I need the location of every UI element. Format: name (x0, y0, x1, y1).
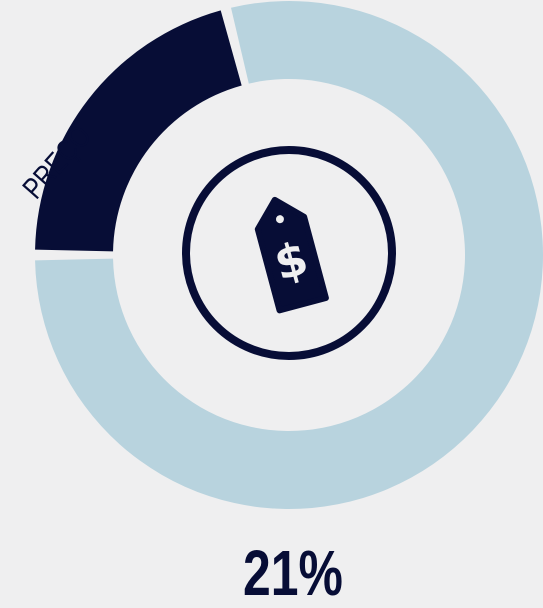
donut-segment (35, 1, 543, 510)
value-label: 21% (243, 538, 343, 608)
price-tag: $ (254, 196, 329, 314)
donut-segment (35, 10, 242, 252)
price-icon: $ (182, 146, 396, 360)
icon-ring (182, 146, 396, 360)
